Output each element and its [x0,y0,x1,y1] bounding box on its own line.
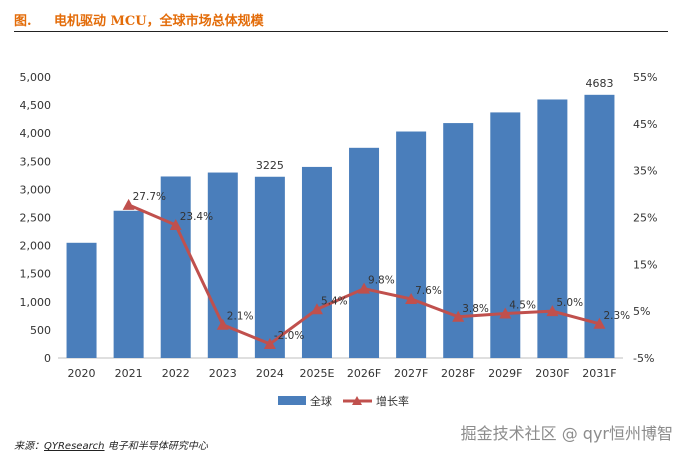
y-right-tick-label: 25% [633,212,657,225]
growth-rate-marker [263,337,276,349]
growth-rate-marker [452,310,465,322]
growth-rate-marker [405,292,418,304]
x-tick-label: 2031F [582,367,616,380]
x-tick-label: 2022 [162,367,190,380]
x-tick-label: 2029F [488,367,522,380]
bar-value-label: 4683 [585,77,613,90]
bar-2029f [490,112,521,358]
y-left-tick-label: 1,500 [20,268,52,281]
legend-swatch-bar [278,396,306,405]
y-right-tick-label: 15% [633,258,657,271]
growth-rate-label: 4.5% [509,300,536,312]
x-tick-label: 2027F [394,367,428,380]
growth-rate-marker [593,317,606,329]
growth-rate-marker [358,282,371,294]
source-note: 来源：QYResearch 电子和半导体研究中心 [14,437,208,452]
growth-rate-marker [546,305,559,317]
figure-label: 图. [14,14,32,29]
growth-rate-marker [310,303,323,315]
source-suffix: 电子和半导体研究中心 [104,441,208,452]
y-left-tick-label: 2,500 [20,212,52,225]
legend-swatch-marker [352,396,362,405]
x-tick-label: 2021 [115,367,143,380]
bar-2027f [396,131,427,358]
source-brand: QYResearch [44,441,105,452]
growth-rate-label: 3.8% [462,303,489,315]
bar-2026f [349,147,380,358]
watermark-text: 掘金技术社区 @ qyr恒州博智 [460,424,673,443]
legend-label-bar: 全球 [310,394,332,408]
y-right-tick-label: 5% [633,305,650,318]
growth-rate-label: 23.4% [180,211,213,223]
growth-rate-marker [122,198,135,210]
x-tick-label: 2030F [535,367,569,380]
x-tick-label: 2024 [256,367,284,380]
growth-rate-label: 9.8% [368,275,395,287]
bar-2020 [66,242,97,358]
y-left-tick-label: 0 [44,352,51,365]
y-left-tick-label: 1,000 [20,296,52,309]
chart-title: 电机驱动 MCU，全球市场总体规模 [54,14,264,29]
growth-rate-label: 5.0% [556,297,583,309]
growth-rate-marker [216,318,229,330]
growth-rate-label: 7.6% [415,285,442,297]
source-prefix: 来源： [14,441,44,452]
title-divider [14,31,668,32]
bar-2024 [254,176,285,358]
growth-rate-label: 27.7% [133,191,166,203]
y-left-tick-label: 2,000 [20,240,52,253]
y-right-tick-label: 35% [633,165,657,178]
x-tick-label: 2028F [441,367,475,380]
y-left-tick-label: 3,500 [20,155,52,168]
growth-rate-label: 2.1% [227,311,254,323]
growth-rate-label: 5.4% [321,295,348,307]
bar-2021 [113,210,144,358]
growth-rate-marker [169,218,182,230]
y-right-tick-label: 55% [633,71,657,84]
y-left-tick-label: 4,000 [20,127,52,140]
y-right-tick-label: -5% [633,352,654,365]
y-left-tick-label: 500 [30,324,51,337]
bar-2030f [537,99,568,358]
growth-rate-label: 2.3% [603,310,630,322]
bar-2028f [443,123,474,358]
y-left-tick-label: 3,000 [20,183,52,196]
x-tick-label: 2020 [68,367,96,380]
x-tick-label: 2025E [299,367,334,380]
growth-rate-label: -2.0% [274,330,304,342]
legend-label-line: 增长率 [376,394,409,408]
bar-value-label: 3225 [256,159,284,172]
y-left-tick-label: 4,500 [20,99,52,112]
y-right-tick-label: 45% [633,118,657,131]
bar-2031f [584,94,615,358]
bar-2022 [160,176,191,358]
growth-rate-marker [499,307,512,319]
x-tick-label: 2026F [347,367,381,380]
report-title: 图. 电机驱动 MCU，全球市场总体规模 [14,8,670,32]
y-left-tick-label: 5,000 [20,71,52,84]
x-tick-label: 2023 [209,367,237,380]
bar-2025e [301,166,332,358]
